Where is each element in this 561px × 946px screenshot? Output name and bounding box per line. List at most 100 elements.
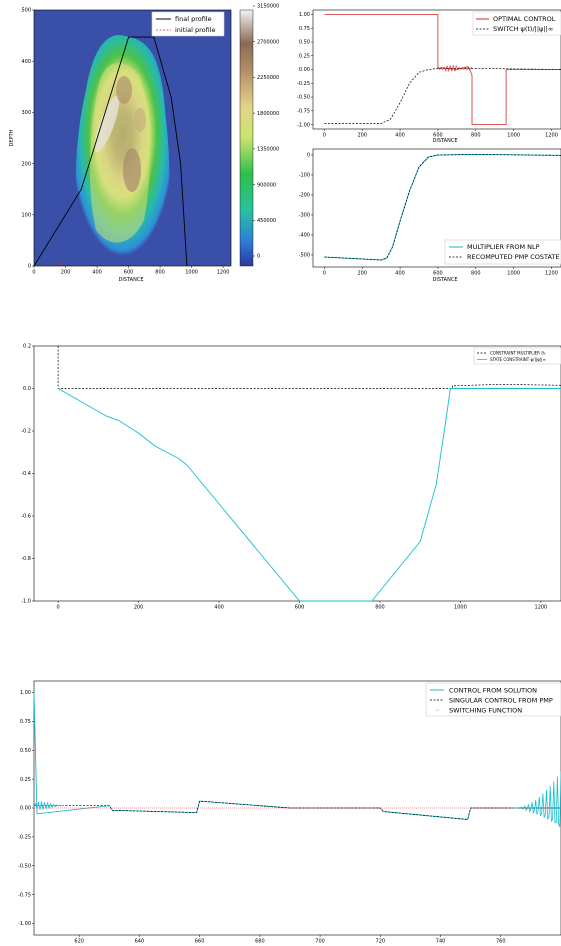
contour-ytick-label-5: 500 <box>21 8 31 14</box>
colorbar-tick-label-3: 1350000 <box>257 147 279 153</box>
control-legend-optimal: OPTIMAL CONTROL <box>493 15 556 23</box>
control-series-line-0 <box>324 13 561 125</box>
contour-xlabel: DISTANCE <box>119 277 144 283</box>
control-legend-switch: SWITCH ψ(t)/||ψ||∞ <box>493 25 553 33</box>
constraint-ytick-label-1: 0.0 <box>23 386 31 392</box>
control-x-ticks: 0 200 400 600 800 1000 1200 <box>323 129 558 139</box>
multiplier-plot: 0 200 400 600 800 1000 1200 0 -100 -200 -300 -400 -… <box>299 148 561 283</box>
contour-plot: 0 200 400 600 800 1000 1200 0 100 200 300 400 500 D… <box>9 4 279 283</box>
singular-legend: CONTROL FROM SOLUTION SINGULAR CONTROL F… <box>425 682 561 717</box>
control-noise-line <box>437 64 473 73</box>
singular-ytick-label-1: 0.75 <box>20 719 31 725</box>
contour-field <box>75 35 170 257</box>
contour-xtick-label-5: 1000 <box>185 270 198 276</box>
constraint-legend-state: STATE CONSTRAINT φ/||φ||∞ <box>490 357 546 362</box>
contour-legend: final profile initial profile <box>151 11 225 37</box>
constraint-xtick-label-6: 1200 <box>535 605 548 611</box>
constraint-y-ticks: 0.2 0.0 -0.2 -0.4 -0.6 -0.8 -1.0 <box>21 344 34 605</box>
contour-x-ticks: 0 200 400 600 800 1000 1200 <box>32 266 229 276</box>
contour-xtick-label-2: 400 <box>92 270 102 276</box>
multiplier-xlabel: DISTANCE <box>433 277 458 283</box>
singular-series <box>33 692 561 827</box>
contour-ylabel: DEPTH <box>9 129 15 146</box>
contour-legend-initial: initial profile <box>175 26 215 34</box>
constraint-legend-multiplier: CONSTRAINT MULTIPLIER ϑ₀ <box>490 351 546 356</box>
multiplier-y-ticks: 0 -100 -200 -300 -400 -500 <box>299 153 313 259</box>
contour-series-line-1 <box>52 261 66 267</box>
multiplier-ytick-label-5: -500 <box>299 253 310 259</box>
colorbar-ticks: 0 450000 900000 1350000 1800000 2250000 270000… <box>253 4 279 260</box>
contour-ytick-label-0: 0 <box>28 264 31 270</box>
multiplier-xtick-label-1: 200 <box>357 271 367 277</box>
colorbar-tick-label-1: 450000 <box>257 218 276 224</box>
contour-y-ticks: 0 100 200 300 400 500 <box>21 8 34 270</box>
control-ytick-label-3: 0.25 <box>299 53 310 59</box>
singular-ytick-label-4: 0.00 <box>20 806 31 812</box>
constraint-ytick-label-5: -0.8 <box>21 556 31 562</box>
singular-ytick-label-7: -0.75 <box>18 892 31 898</box>
singular-xtick-label-3: 680 <box>255 939 265 945</box>
control-y-ticks: 1.00 0.75 0.50 0.25 0.00 -0.25 -0.50 -0.75 -1.00 <box>297 12 313 128</box>
singular-xtick-label-1: 640 <box>135 939 145 945</box>
constraint-legend: CONSTRAINT MULTIPLIER ϑ₀ STATE CONSTRAIN… <box>473 347 561 365</box>
multiplier-xtick-label-0: 0 <box>323 271 326 277</box>
constraint-ytick-label-3: -0.4 <box>21 471 31 477</box>
singular-ytick-label-0: 1.00 <box>20 690 31 696</box>
contour-axes-frame <box>33 9 232 267</box>
singular-start-oscillation <box>33 801 65 810</box>
contour-xtick-label-6: 1200 <box>217 270 230 276</box>
multiplier-legend-box <box>444 239 561 265</box>
control-ytick-label-1: 0.75 <box>299 26 310 32</box>
multiplier-ytick-label-2: -200 <box>299 193 310 199</box>
contour-xtick-label-3: 600 <box>124 270 134 276</box>
constraint-xtick-label-3: 600 <box>295 605 305 611</box>
contour-ytick-label-1: 100 <box>21 213 31 219</box>
constraint-xtick-label-4: 800 <box>375 605 385 611</box>
control-xtick-label-4: 800 <box>471 133 481 139</box>
constraint-legend-box <box>473 347 561 365</box>
singular-legend-pmp: SINGULAR CONTROL FROM PMP <box>449 697 553 705</box>
multiplier-legend-pmp: RECOMPUTED PMP COSTATE <box>467 253 560 261</box>
contour-ytick-label-3: 300 <box>21 110 31 116</box>
control-ytick-label-7: -0.75 <box>297 109 310 115</box>
singular-xtick-label-2: 660 <box>195 939 205 945</box>
colorbar-tick-label-7: 3150000 <box>257 4 279 10</box>
singular-xtick-label-5: 720 <box>376 939 386 945</box>
control-xtick-label-3: 600 <box>433 133 443 139</box>
singular-legend-switching: SWITCHING FUNCTION <box>449 707 522 715</box>
constraint-xtick-label-1: 200 <box>134 605 144 611</box>
contour-series-line-0 <box>33 36 188 267</box>
control-xtick-label-5: 1000 <box>507 133 520 139</box>
control-ytick-label-0: 1.00 <box>299 12 310 18</box>
control-ytick-label-5: -0.25 <box>297 81 310 87</box>
control-xlabel: DISTANCE <box>433 138 458 144</box>
multiplier-xtick-label-2: 400 <box>395 271 405 277</box>
singular-xtick-label-7: 760 <box>496 939 506 945</box>
colorbar-tick-label-0: 0 <box>257 254 260 260</box>
control-legend: OPTIMAL CONTROL SWITCH ψ(t)/||ψ||∞ <box>472 11 561 36</box>
multiplier-legend-nlp: MULTIPLIER FROM NLP <box>467 243 540 251</box>
singular-ytick-label-2: 0.50 <box>20 748 31 754</box>
control-ytick-label-2: 0.50 <box>299 40 310 46</box>
constraint-xtick-label-2: 400 <box>214 605 224 611</box>
constraint-plot: 0 200 400 600 800 1000 1200 0.2 0.0 -0.2 -0.4 -0.6… <box>21 344 561 611</box>
multiplier-series <box>324 153 561 261</box>
multiplier-ytick-label-3: -300 <box>299 213 310 219</box>
multiplier-xtick-label-4: 800 <box>471 271 481 277</box>
control-plot: 0 200 400 600 800 1000 1200 1.00 0.75 0.50 0.25 0.… <box>297 9 561 144</box>
control-legend-box <box>472 11 561 36</box>
singular-plot: 620 640 660 680 700 720 740 760 1.00 0.75 0.50 0.2… <box>18 680 561 945</box>
singular-y-ticks: 1.00 0.75 0.50 0.25 0.00 -0.25 -0.50 -0.75 -1.00 <box>18 690 34 927</box>
singular-xtick-label-0: 620 <box>74 939 84 945</box>
control-ytick-label-8: -1.00 <box>297 122 310 128</box>
control-xtick-label-0: 0 <box>323 133 326 139</box>
singular-ytick-label-5: -0.25 <box>18 835 31 841</box>
colorbar-tick-label-2: 900000 <box>257 182 276 188</box>
colorbar-tick-label-4: 1800000 <box>257 111 279 117</box>
colorbar-tick-label-5: 2250000 <box>257 75 279 81</box>
multiplier-ytick-label-0: 0 <box>307 153 310 159</box>
singular-end-oscillation <box>512 771 561 827</box>
control-xtick-label-2: 400 <box>395 133 405 139</box>
singular-ytick-label-8: -1.00 <box>18 921 31 927</box>
